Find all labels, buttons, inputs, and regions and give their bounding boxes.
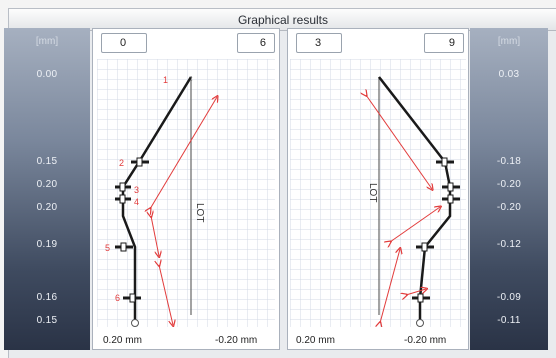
right-axis-value: -0.09 [496, 292, 522, 303]
start-position-field[interactable]: 0 [101, 33, 147, 53]
profile-plot-svg: LOT ↕ [97, 59, 275, 327]
right-profile-chart: 3 9 LOT [287, 28, 469, 350]
end-point-marker [416, 319, 424, 327]
left-axis-value: 0.19 [36, 239, 58, 250]
window-title: Graphical results [9, 9, 556, 31]
left-scale-label: 0.20 mm [296, 335, 335, 346]
left-axis-value: 0.15 [36, 156, 58, 167]
lot-axis-label: LOT [194, 203, 205, 222]
measurement-point-5[interactable] [115, 242, 133, 252]
profile-plot-area: LOT ↕ [97, 59, 275, 327]
right-axis-value: -0.11 [497, 315, 521, 326]
left-axis-value: 0.00 [36, 69, 58, 80]
measurement-point-2[interactable] [436, 157, 454, 167]
measurement-point-3[interactable] [115, 182, 131, 192]
left-axis-value: 0.15 [36, 315, 58, 326]
right-axis-value: -0.20 [496, 202, 522, 213]
measurement-point-1[interactable]: ↕ [189, 73, 194, 83]
right-axis-unit: [mm] [497, 36, 521, 47]
lot-axis-label: LOT [367, 183, 378, 202]
svg-text:↕: ↕ [189, 73, 194, 83]
measurement-point-4[interactable] [442, 194, 460, 204]
right-axis-value: -0.12 [496, 239, 522, 250]
profile-plot-svg: LOT [290, 59, 466, 327]
left-profile-chart: 0 6 LOT ↕ [92, 28, 280, 350]
end-position-field[interactable]: 6 [237, 33, 275, 53]
profile-line [121, 76, 193, 323]
end-position-field[interactable]: 9 [424, 33, 464, 53]
point-label-4: 4 [134, 197, 139, 207]
right-axis-value: -0.18 [496, 156, 522, 167]
deviation-arrows [366, 95, 440, 323]
right-scale-label: -0.20 mm [215, 335, 258, 346]
end-point-marker [131, 319, 139, 327]
right-value-axis: [mm] 0.03 -0.18 -0.20 -0.20 -0.12 -0.09 … [470, 28, 548, 350]
right-axis-value: 0.03 [498, 69, 520, 80]
left-axis-value: 0.20 [36, 202, 58, 213]
measurement-point-4[interactable] [115, 194, 131, 204]
point-label-3: 3 [134, 185, 139, 195]
right-scale-label: -0.20 mm [404, 335, 447, 346]
profile-plot-area: LOT [290, 59, 466, 327]
point-label-5: 5 [105, 243, 110, 253]
deviation-arrows [150, 97, 217, 325]
point-label-1: 1 [163, 75, 168, 85]
start-position-field[interactable]: 3 [296, 33, 342, 53]
point-label-2: 2 [119, 158, 124, 168]
left-axis-value: 0.16 [36, 292, 58, 303]
measurement-point-6[interactable] [123, 293, 141, 303]
left-value-axis: [mm] 0.00 0.15 0.20 0.20 0.19 0.16 0.15 [4, 28, 90, 350]
right-axis-value: -0.20 [496, 179, 522, 190]
point-label-6: 6 [115, 293, 120, 303]
left-axis-unit: [mm] [35, 36, 59, 47]
left-scale-label: 0.20 mm [103, 335, 142, 346]
left-axis-value: 0.20 [36, 179, 58, 190]
measurement-point-3[interactable] [442, 182, 460, 192]
